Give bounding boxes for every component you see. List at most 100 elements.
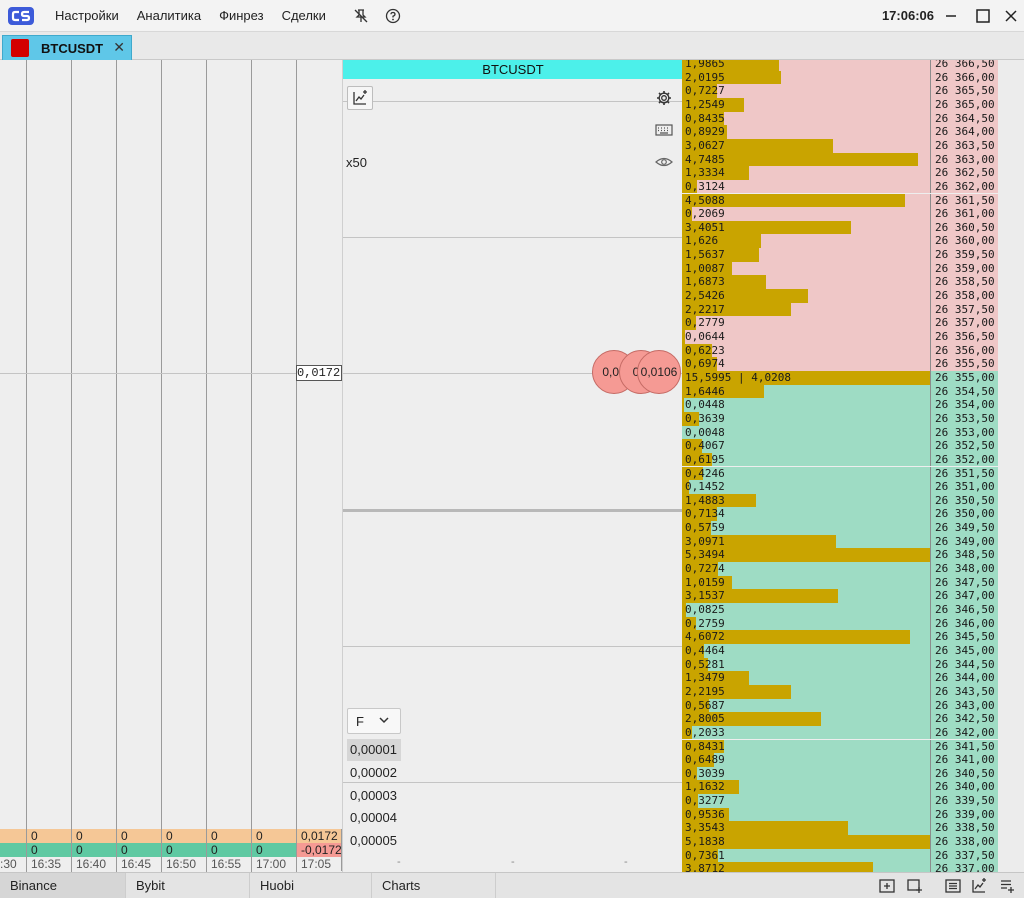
bid-row[interactable]: 1,3479 26 344,00	[682, 671, 1024, 685]
price-cell[interactable]: 26 357,50	[930, 302, 998, 317]
bid-row[interactable]: 0,0048 26 353,00	[682, 425, 1024, 440]
price-cell[interactable]: 26 363,50	[930, 138, 998, 153]
chart-add-icon[interactable]	[968, 876, 990, 896]
ask-row[interactable]: 4,7485 26 363,00	[682, 152, 1024, 167]
volume-cell[interactable]: 3,1537	[682, 589, 930, 603]
price-cell[interactable]: 26 344,00	[930, 671, 998, 685]
volume-cell[interactable]: 0,3277	[682, 794, 930, 808]
price-cell[interactable]: 26 361,00	[930, 207, 998, 221]
bid-row[interactable]: 0,3639 26 353,50	[682, 411, 1024, 426]
bid-row[interactable]: 2,2195 26 343,50	[682, 684, 1024, 699]
price-cell[interactable]: 26 345,00	[930, 643, 998, 658]
price-cell[interactable]: 26 348,50	[930, 548, 998, 563]
price-cell[interactable]: 26 361,50	[930, 193, 998, 208]
bid-row[interactable]: 0,4246 26 351,50	[682, 466, 1024, 481]
ask-row[interactable]: 1,6873 26 358,50	[682, 275, 1024, 290]
volume-cell[interactable]: 0,3124	[682, 179, 930, 194]
close-window-button[interactable]	[998, 0, 1024, 32]
ask-row[interactable]: 0,3124 26 362,00	[682, 179, 1024, 194]
bid-row[interactable]: 4,6072 26 345,50	[682, 630, 1024, 644]
price-cell[interactable]: 26 343,00	[930, 698, 998, 713]
volume-cell[interactable]: 0,2779	[682, 316, 930, 330]
volume-cell[interactable]: 0,0048	[682, 425, 930, 440]
price-cell[interactable]: 26 366,50	[930, 60, 998, 71]
menu-trades[interactable]: Сделки	[281, 7, 326, 23]
tab-charts[interactable]: Charts	[372, 873, 496, 898]
volume-cell[interactable]: 5,1838	[682, 835, 930, 849]
price-cell[interactable]: 26 360,50	[930, 220, 998, 235]
volume-cell[interactable]: 0,2033	[682, 725, 930, 740]
bid-row[interactable]: 0,7274 26 348,00	[682, 562, 1024, 576]
order-book-scroll-strip[interactable]	[998, 60, 1024, 872]
add-panel-icon[interactable]	[904, 876, 926, 896]
price-cell[interactable]: 26 347,00	[930, 589, 998, 603]
volume-cell[interactable]: 4,6072	[682, 630, 930, 644]
price-cell[interactable]: 26 354,50	[930, 384, 998, 399]
price-cell[interactable]: 26 340,00	[930, 780, 998, 795]
volume-cell[interactable]: 0,2759	[682, 616, 930, 631]
price-cell[interactable]: 26 338,00	[930, 835, 998, 849]
ask-row[interactable]: 1,0087 26 359,00	[682, 261, 1024, 276]
bid-row[interactable]: 0,7134 26 350,00	[682, 507, 1024, 522]
menu-settings[interactable]: Настройки	[55, 7, 119, 23]
price-cell[interactable]: 26 364,50	[930, 111, 998, 126]
price-cell[interactable]: 26 342,50	[930, 712, 998, 726]
filter-dropdown[interactable]: F	[347, 708, 401, 734]
order-book[interactable]: 1,9865 26 366,50 2,0195 26 366,00 0,7227 26 3…	[682, 60, 1024, 872]
bid-row[interactable]: 0,4464 26 345,00	[682, 643, 1024, 658]
bid-row[interactable]: 1,0159 26 347,50	[682, 575, 1024, 590]
price-cell[interactable]: 26 351,00	[930, 480, 998, 494]
volume-cell[interactable]: 0,4246	[682, 466, 930, 481]
ask-row[interactable]: 2,2217 26 357,50	[682, 302, 1024, 317]
volume-cell[interactable]: 0,7227	[682, 84, 930, 98]
step-option[interactable]: 0,00001	[347, 739, 401, 761]
ask-row[interactable]: 3,0627 26 363,50	[682, 138, 1024, 153]
tab-close-icon[interactable]: ✕	[113, 39, 125, 55]
price-cell[interactable]: 26 344,50	[930, 657, 998, 672]
maximize-button[interactable]	[970, 0, 996, 32]
bid-row[interactable]: 0,6489 26 341,00	[682, 753, 1024, 767]
volume-cell[interactable]: 0,6195	[682, 452, 930, 467]
bid-row[interactable]: 0,5687 26 343,00	[682, 698, 1024, 713]
volume-cell[interactable]: 3,4051	[682, 220, 930, 235]
price-cell[interactable]: 26 346,50	[930, 603, 998, 617]
volume-cell[interactable]: 1,626	[682, 234, 930, 249]
price-cell[interactable]: 26 341,00	[930, 753, 998, 767]
tab-bybit[interactable]: Bybit	[126, 873, 250, 898]
volume-cell[interactable]: 3,0627	[682, 138, 930, 153]
bid-row[interactable]: 3,3543 26 338,50	[682, 821, 1024, 836]
ask-row[interactable]: 0,6223 26 356,00	[682, 343, 1024, 358]
price-cell[interactable]: 26 355,50	[930, 357, 998, 371]
bid-row[interactable]: 3,0971 26 349,00	[682, 534, 1024, 549]
volume-cell[interactable]: 0,8435	[682, 111, 930, 126]
bid-row[interactable]: 0,1452 26 351,00	[682, 480, 1024, 494]
price-cell[interactable]: 26 346,00	[930, 616, 998, 631]
bid-row[interactable]: 0,3039 26 340,50	[682, 766, 1024, 781]
bid-row[interactable]: 0,3277 26 339,50	[682, 794, 1024, 808]
price-cell[interactable]: 26 342,00	[930, 725, 998, 740]
price-cell[interactable]: 26 347,50	[930, 575, 998, 590]
price-cell[interactable]: 26 349,50	[930, 521, 998, 535]
tab-huobi[interactable]: Huobi	[250, 873, 372, 898]
ask-row[interactable]: 2,0195 26 366,00	[682, 70, 1024, 85]
bid-row[interactable]: 1,4883 26 350,50	[682, 493, 1024, 508]
spread-row[interactable]: 15,5995 | 4,0208 26 355,00	[682, 370, 1024, 385]
bid-row[interactable]: 0,2033 26 342,00	[682, 725, 1024, 740]
bid-row[interactable]: 1,1632 26 340,00	[682, 780, 1024, 795]
price-cell[interactable]: 26 360,00	[930, 234, 998, 249]
volume-cell[interactable]: 1,3334	[682, 166, 930, 180]
volume-cell[interactable]: 0,8929	[682, 125, 930, 139]
price-cell[interactable]: 26 363,00	[930, 152, 998, 167]
volume-cell[interactable]: 1,2549	[682, 97, 930, 112]
bid-row[interactable]: 0,5759 26 349,50	[682, 521, 1024, 535]
bid-row[interactable]: 0,9536 26 339,00	[682, 807, 1024, 822]
ask-row[interactable]: 0,2779 26 357,00	[682, 316, 1024, 330]
price-cell[interactable]: 26 352,50	[930, 439, 998, 453]
price-cell[interactable]: 26 364,00	[930, 125, 998, 139]
order-list-icon[interactable]	[996, 876, 1018, 896]
ask-row[interactable]: 0,2069 26 361,00	[682, 207, 1024, 221]
price-cell[interactable]: 26 349,00	[930, 534, 998, 549]
price-cell[interactable]: 26 356,50	[930, 330, 998, 344]
volume-cell[interactable]: 1,6446	[682, 384, 930, 399]
bid-row[interactable]: 0,4067 26 352,50	[682, 439, 1024, 453]
